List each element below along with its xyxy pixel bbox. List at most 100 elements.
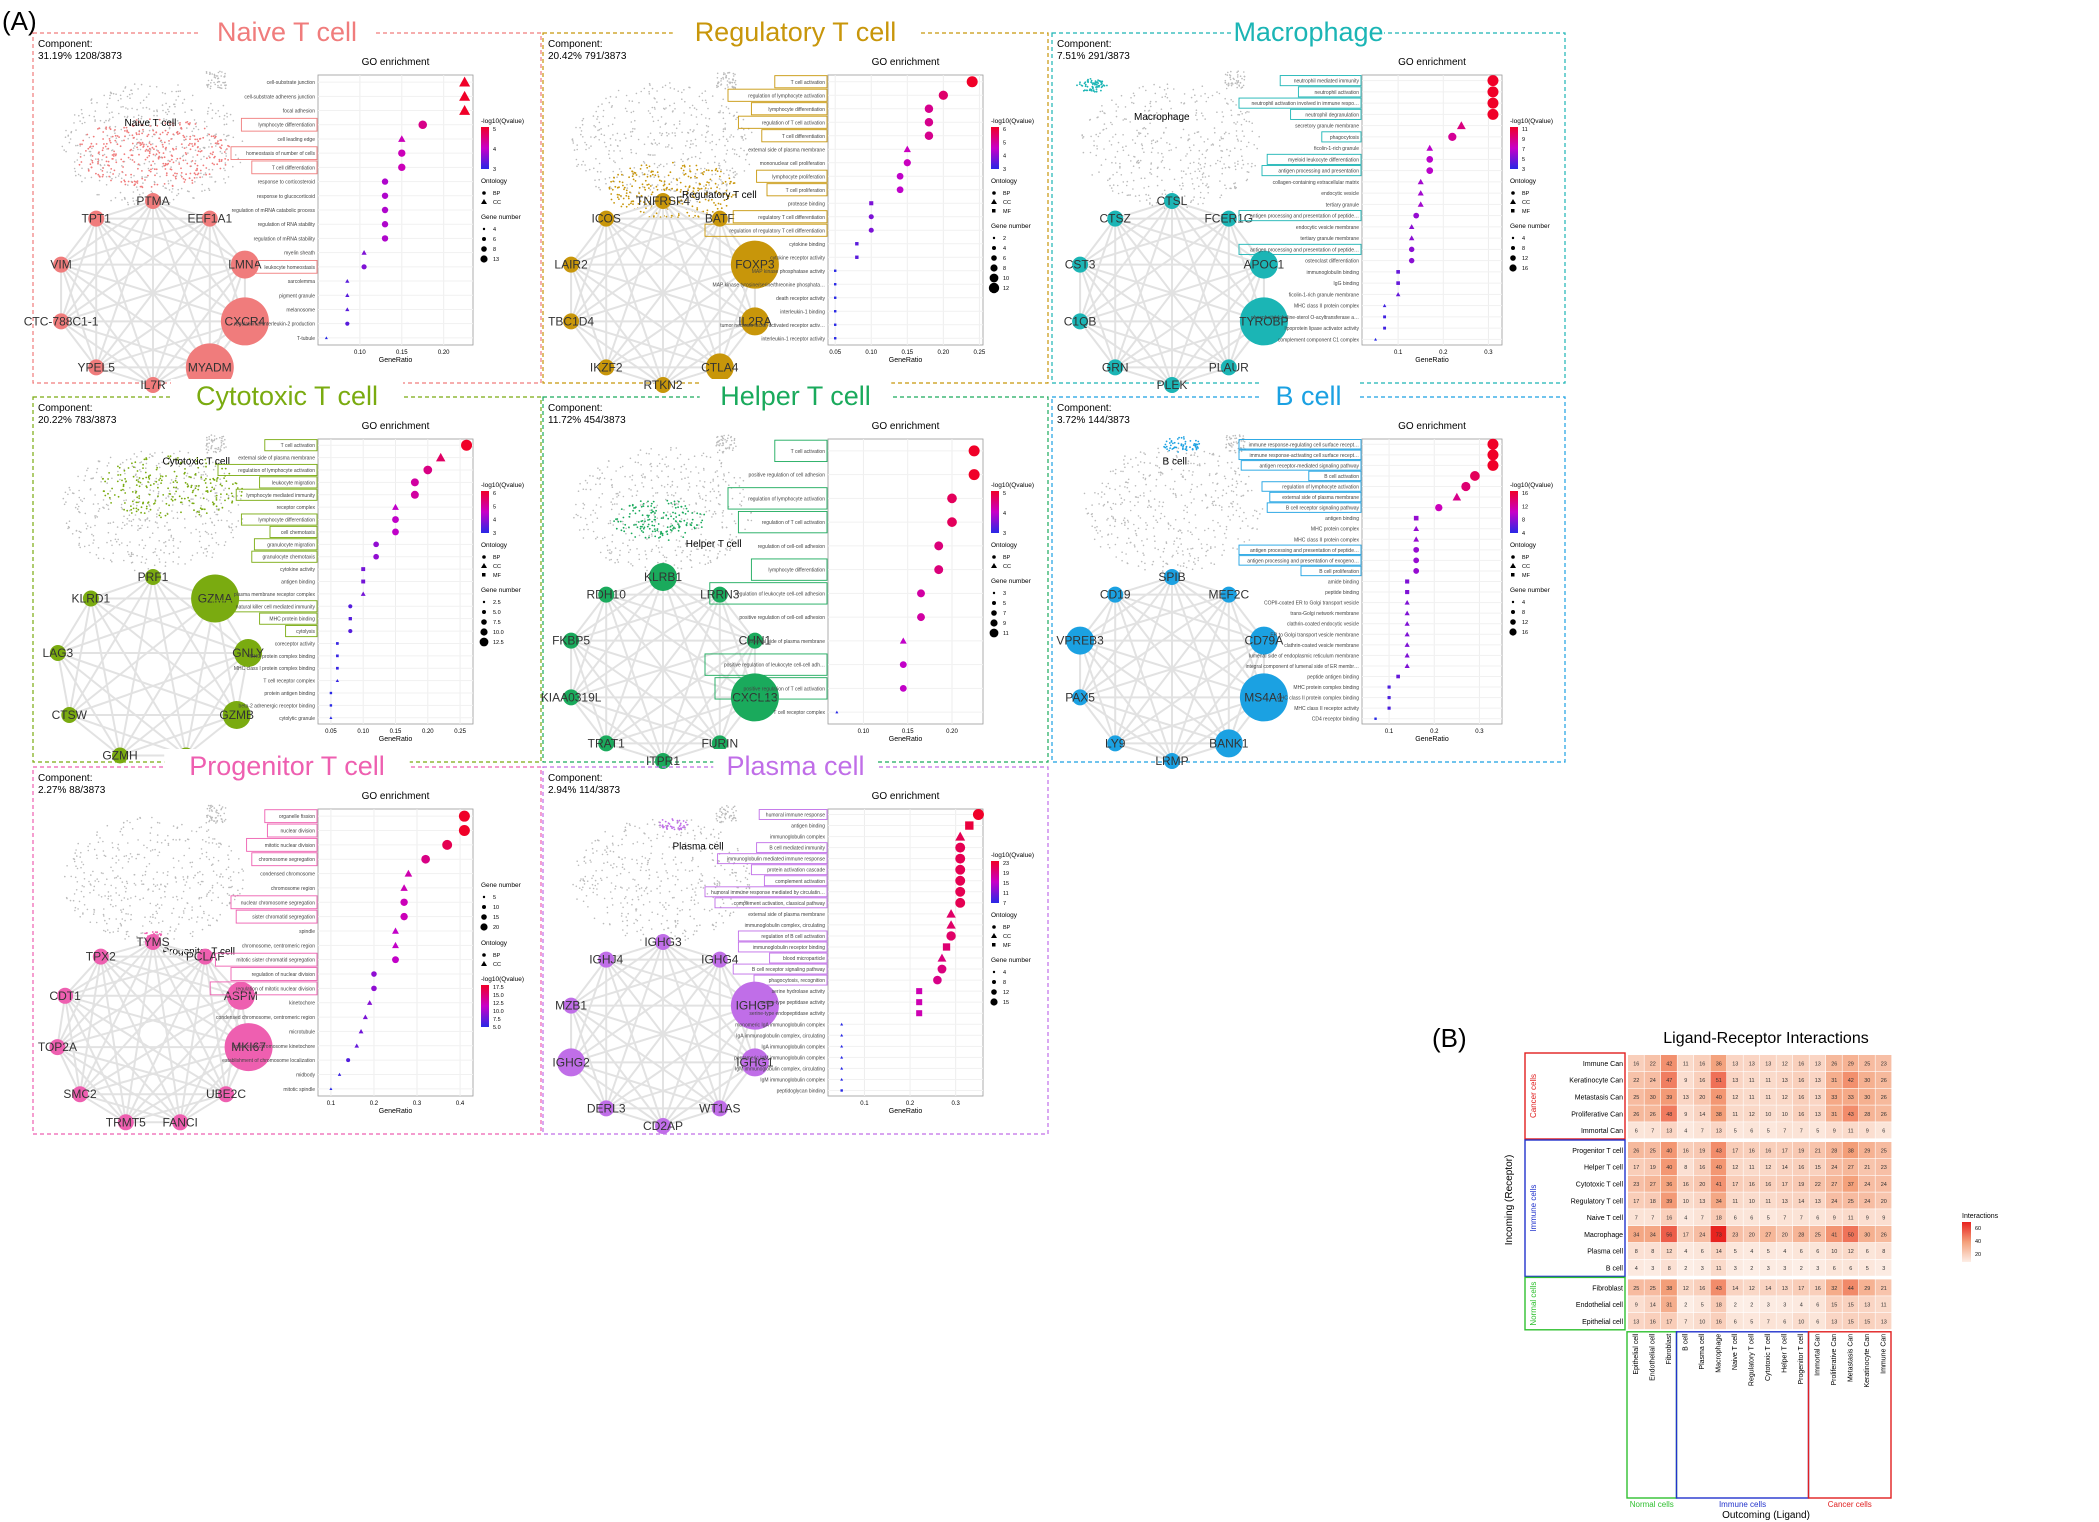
umap-point [111,149,114,151]
umap-point [1109,524,1111,527]
umap-point [203,120,206,123]
umap-point [107,508,110,511]
umap-point-highlight [194,162,197,165]
umap-point [1139,451,1142,453]
umap-point [1093,140,1095,142]
umap-point [230,511,232,514]
umap-point [134,474,137,477]
umap-point [73,114,76,116]
umap-point [1231,461,1233,464]
umap-point [658,540,660,542]
umap-point [1234,451,1237,454]
umap-point [1114,488,1116,491]
umap-point-highlight [1088,89,1091,92]
umap-point [1229,78,1232,81]
go-term-label: cell leading edge [277,137,315,143]
umap-point [1198,170,1201,172]
umap-point-highlight [221,467,224,470]
go-term-label: regulation of cell-cell adhesion [758,544,825,550]
umap-point [653,514,655,516]
umap-point [1162,565,1164,568]
umap-point [680,497,682,500]
umap-point [665,107,667,109]
legend-tick: 4 [493,147,496,153]
umap-point-highlight [160,516,162,519]
umap-point-highlight [1100,80,1102,83]
legend-tick: 3 [1522,167,1525,173]
go-term-label: lymphocyte differentiation [768,107,825,113]
umap-point [1230,70,1232,73]
umap-point [168,105,171,108]
umap-point [1219,525,1221,527]
umap-point-highlight [216,163,219,166]
umap-point-highlight [122,483,125,486]
umap-point [664,123,667,126]
umap-point [592,115,595,117]
umap-point [73,161,76,163]
umap-point [1227,71,1229,74]
umap-point [183,490,185,493]
umap-point [1193,188,1195,190]
umap-point [1180,136,1182,139]
umap-point [1245,517,1247,520]
umap-point [722,98,724,101]
umap-point [699,480,701,482]
umap-point [209,87,212,90]
umap-point-highlight [189,165,192,168]
go-title: GO enrichment [1398,57,1466,68]
go-term-label: antigen processing and presentation of p… [1250,548,1359,554]
gene-label: CST3 [1065,258,1096,272]
umap-point [195,125,197,128]
umap-point [624,107,627,110]
umap-point [665,146,667,148]
umap-point [1243,541,1246,543]
umap-point [139,148,142,151]
umap-point [129,487,131,489]
umap-point [1221,121,1223,123]
umap-point [1155,478,1158,481]
umap-point [223,123,226,126]
umap-point [239,161,242,164]
umap-point [1154,509,1157,511]
go-term-label: mononuclear cell proliferation [760,161,826,167]
umap-point [112,92,115,95]
umap-point [188,504,191,507]
umap-point [1126,519,1129,522]
umap-point-highlight [639,525,642,528]
umap-point-highlight [154,500,157,502]
umap-point [695,466,697,468]
umap-point [595,135,597,138]
umap-point [1172,554,1174,557]
umap-point [1091,504,1093,506]
umap-point [1235,437,1238,440]
umap-point [180,187,183,190]
umap-point-highlight [124,478,126,480]
umap-point [119,463,122,466]
umap-point-highlight [97,160,99,163]
umap-point [1230,467,1232,469]
umap-point [612,498,614,500]
legend-tick: 7 [1522,147,1525,153]
umap-point [126,201,129,204]
umap-point [125,118,127,120]
umap-point [207,449,210,452]
umap-point [132,191,135,193]
legend-title: -log10(Qvalue) [481,118,524,125]
umap-point [1221,111,1224,113]
umap-point [1202,115,1204,117]
umap-point [224,87,227,90]
umap-point [202,523,204,525]
umap-point-highlight [89,163,92,166]
umap-point [86,469,88,472]
umap-point [1225,443,1228,446]
umap-point-highlight [138,477,141,479]
umap-point-highlight [81,143,83,146]
umap-point [1138,133,1140,135]
umap-point [726,439,728,442]
umap-point [643,162,646,164]
umap-point [197,128,200,131]
umap-point [1101,110,1104,112]
umap-point [704,506,706,508]
umap-point [1153,535,1156,537]
umap-point [1115,468,1117,471]
